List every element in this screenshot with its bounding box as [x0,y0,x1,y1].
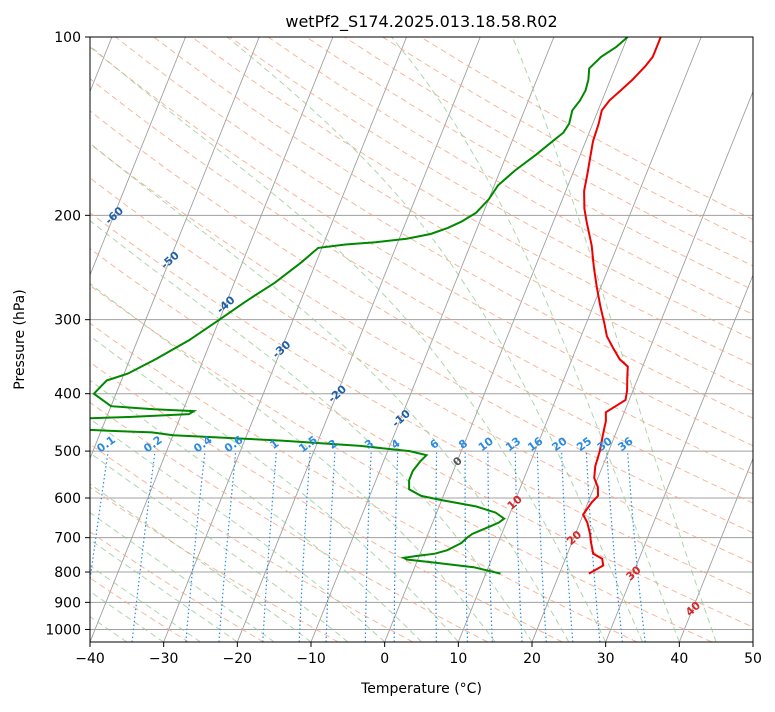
data-lines [16,37,660,574]
dry-adiabat-line [0,37,338,642]
adiabat-label: -80 [0,115,15,138]
moist-adiabat-line [0,37,385,642]
x-axis-label: Temperature (°C) [360,681,482,697]
moist-adiabat-line [80,37,606,642]
mixing-ratio-label: 8 [456,437,470,452]
mixing-ratio-label: 0.1 [94,433,117,455]
mixing-ratio-line [586,451,600,642]
mixing-ratio-line [82,451,108,642]
adiabat-label: -40 [214,293,238,316]
adiabat-label: 0 [450,454,465,469]
mixing-ratio-label: 0.6 [222,433,246,455]
mixing-ratio-line [326,451,335,642]
mixing-ratio-label: 1 [267,437,281,452]
moist-adiabat-line [0,37,348,642]
mixing-ratio-line [488,451,492,642]
x-tick-label: −40 [75,651,105,667]
mixing-ratio-label: 6 [428,437,442,452]
dry-adiabat-line [0,37,264,642]
y-tick-label: 100 [54,30,81,46]
x-tick-label: −20 [223,651,253,667]
dry-adiabat-line [0,37,413,642]
x-tick-label: 50 [744,651,762,667]
dry-adiabat-line [0,37,712,642]
adiabat-label: -10 [389,407,413,430]
dry-adiabat-line [268,37,775,642]
y-tick-label: 200 [54,208,81,224]
isotherm-line [532,37,775,642]
background-lines [0,37,775,642]
x-tick-label: 0 [380,651,389,667]
isotherm-line [753,37,775,642]
isotherm-line [16,37,259,642]
x-tick-label: 30 [597,651,615,667]
mixing-ratio-line [263,451,277,642]
y-tick-label: 400 [54,387,81,403]
moist-adiabat-line [0,37,274,642]
adiabat-label: -50 [158,249,182,272]
moist-adiabat-line [392,37,680,642]
isotherm-line [458,37,701,642]
x-tick-label: −30 [149,651,179,667]
isotherm-line [606,37,775,642]
mixing-ratio-line [365,451,371,642]
line-labels: 0.10.20.40.611.52346810131620253036-100-… [0,23,703,619]
mixing-ratio-label: 3 [362,437,376,452]
y-tick-label: 600 [54,491,81,507]
moist-adiabat-line [0,37,422,642]
x-tick-label: −10 [296,651,326,667]
dry-adiabat-line [230,37,775,642]
dry-adiabat-line [192,37,775,642]
chart-title: wetPf2_S174.2025.013.18.58.R02 [285,12,557,32]
adiabat-label: -70 [47,159,71,182]
adiabat-label: 40 [683,599,703,619]
y-tick-label: 700 [54,531,81,547]
mixing-ratio-label: 0.2 [141,433,164,455]
x-tick-label: 40 [670,651,688,667]
adiabat-label: -60 [103,204,127,227]
moist-adiabat-line [0,37,311,642]
mixing-ratio-line [299,451,310,642]
adiabat-label: -30 [270,338,294,361]
adiabat-label: 10 [505,492,525,512]
dewpoint-profile-line [16,37,627,574]
isotherm-line [90,37,333,642]
adiabat-label: 20 [564,528,584,548]
mixing-ratio-line [436,451,437,642]
y-tick-label: 1000 [45,622,81,638]
y-axis-label: Pressure (hPa) [12,289,28,389]
mixing-ratio-line [607,451,623,642]
y-tick-label: 300 [54,313,81,329]
moist-adiabat-line [0,37,532,642]
y-tick-label: 800 [54,565,81,581]
dry-adiabat-line [0,37,637,642]
adiabat-label: -20 [326,382,350,405]
temperature-profile-line [583,37,661,574]
mixing-ratio-line [537,451,546,642]
x-tick-label: 10 [449,651,467,667]
dry-adiabat-line [154,37,775,642]
dry-adiabat-line [0,37,775,642]
adiabat-label: 30 [624,563,644,583]
moist-adiabat-line [512,37,716,642]
dry-adiabat-line [0,37,488,642]
y-tick-label: 500 [54,444,81,460]
moist-adiabat-line [0,37,201,642]
y-tick-label: 900 [54,595,81,611]
x-tick-label: 20 [523,651,541,667]
dry-adiabat-line [306,37,775,642]
dry-adiabat-line [77,37,775,642]
